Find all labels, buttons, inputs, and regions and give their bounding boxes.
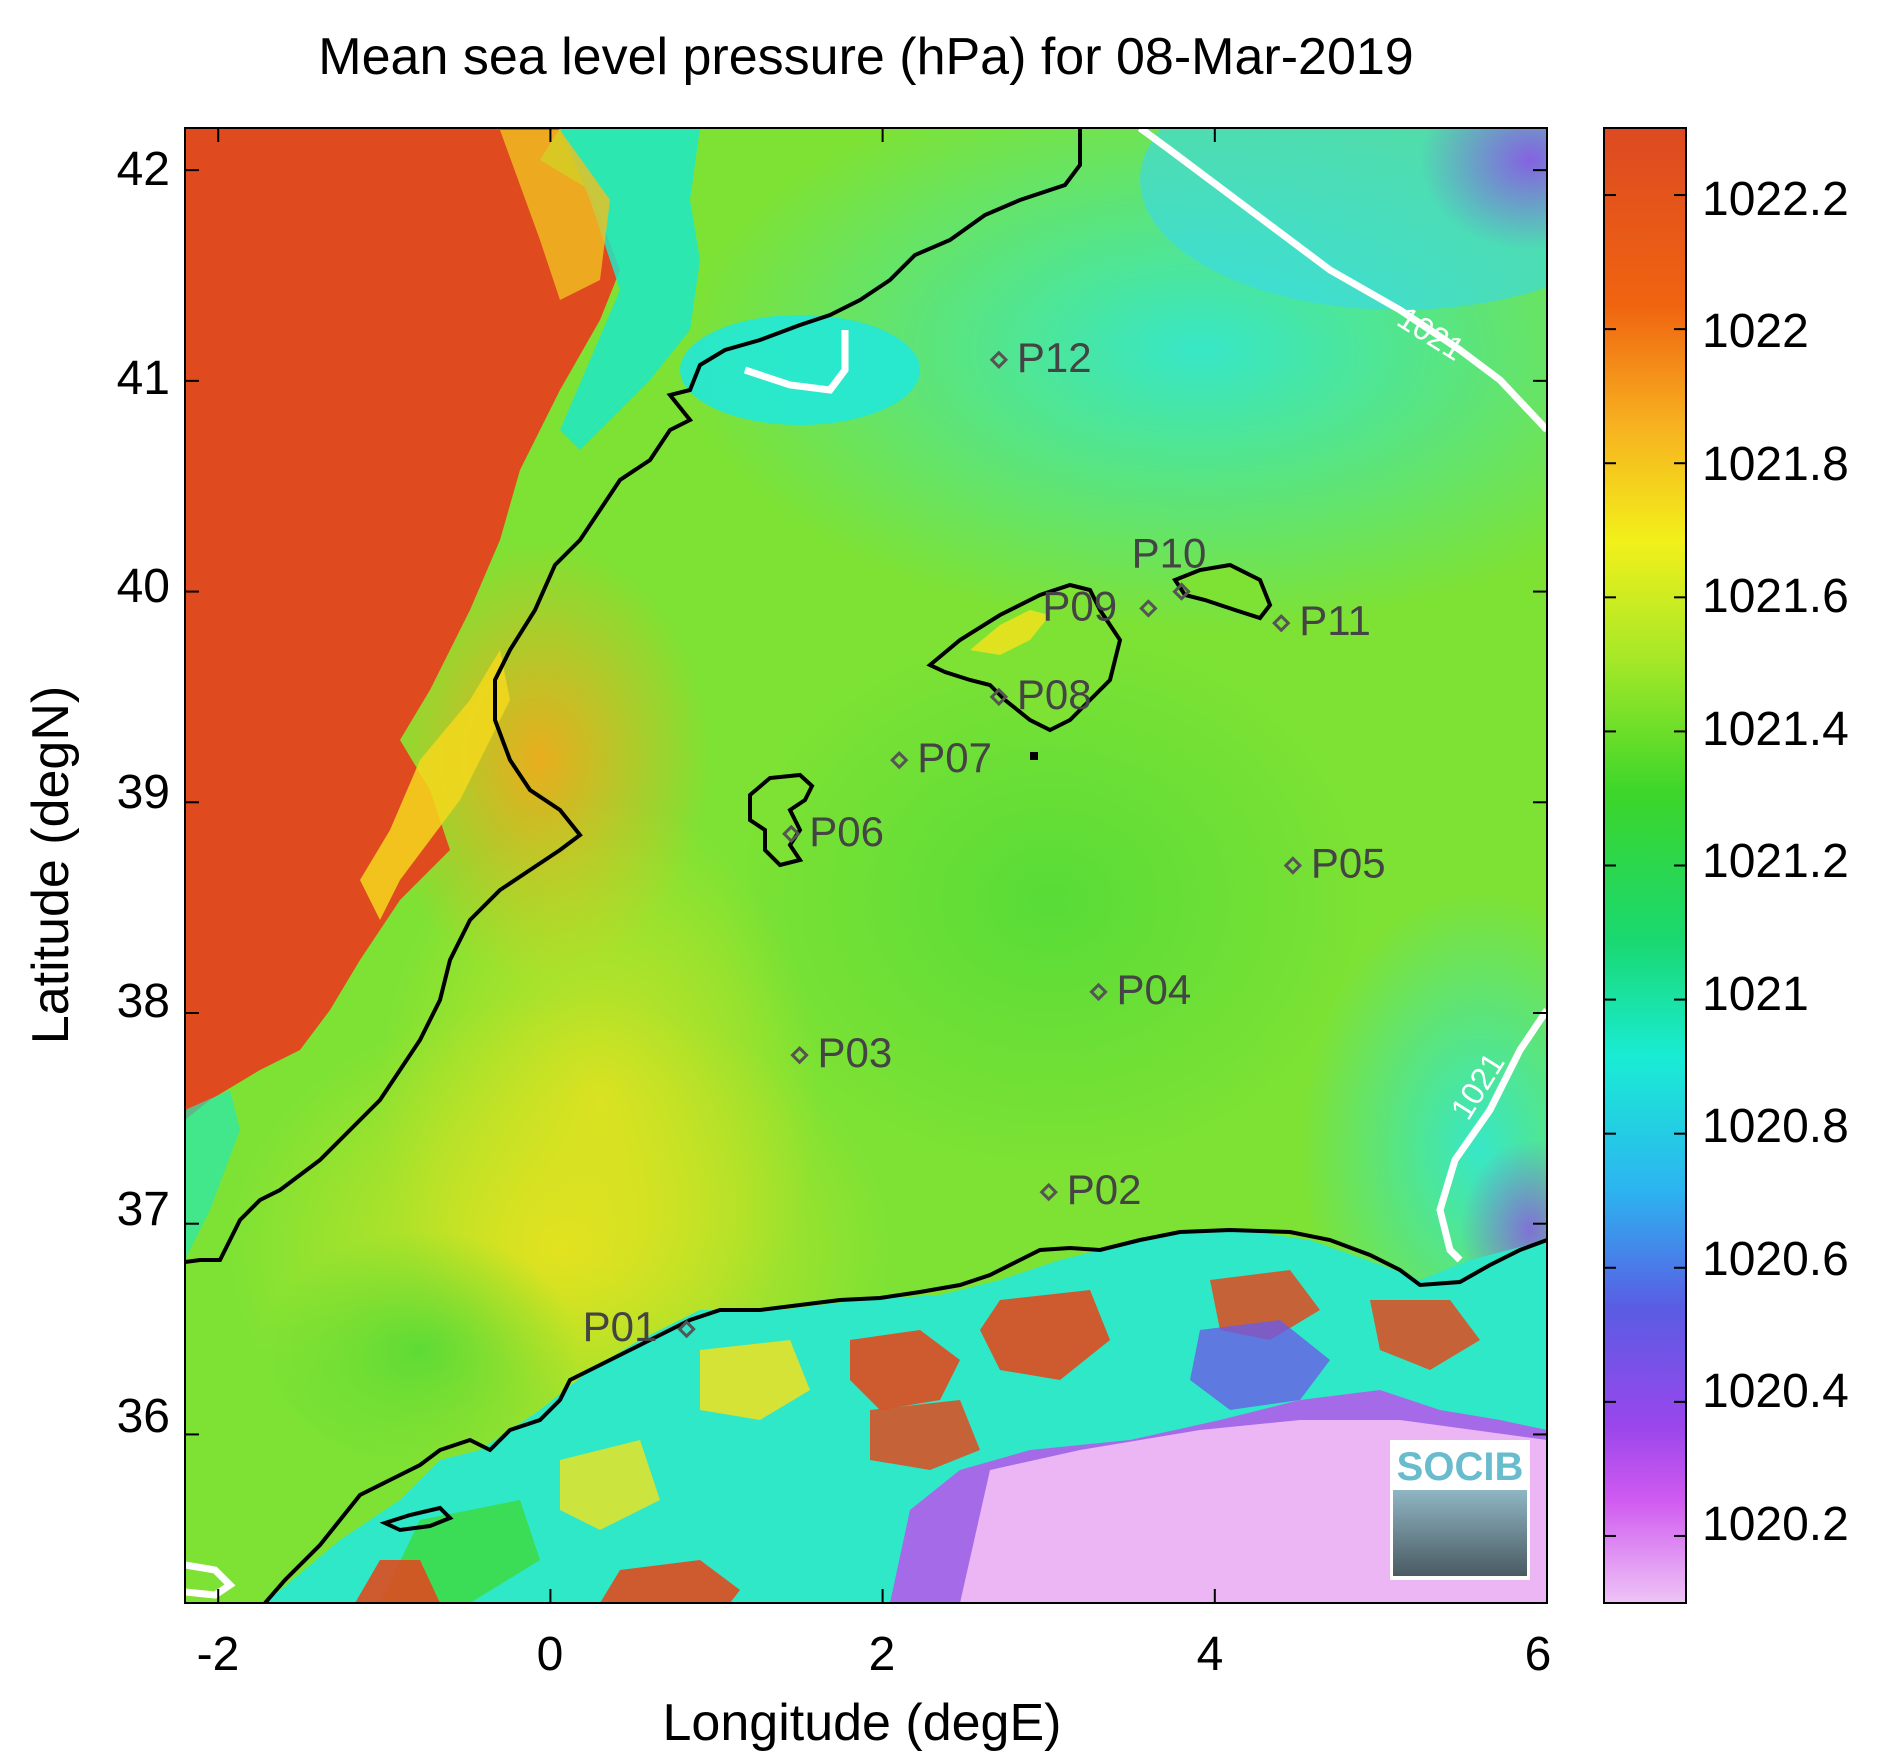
colorbar-tick-label: 1021.4 [1702, 703, 1849, 756]
station-marker-p09 [1139, 599, 1158, 618]
station-marker-p07 [890, 750, 909, 770]
africa-warm-patch [980, 1290, 1110, 1380]
island-cabrera [1030, 752, 1038, 760]
station-marker-p02 [1039, 1182, 1058, 1202]
colorbar-tick-label: 1020.2 [1702, 1498, 1849, 1551]
colorbar-tick-label: 1020.4 [1702, 1365, 1849, 1418]
x-axis-label: Longitude (degE) [663, 1694, 1062, 1752]
africa-warm-patch [1210, 1270, 1320, 1340]
socib-logo-text: SOCIB [1397, 1445, 1524, 1489]
colorbar-gradient [1603, 127, 1687, 1604]
africa-low-pressure [600, 1560, 740, 1603]
pressure-field-blob [720, 620, 1380, 1180]
station-label-p05: P05 [1311, 840, 1386, 887]
y-tick-label: 39 [117, 766, 170, 819]
map-tick-marks [185, 128, 1548, 1603]
colorbar-tick-label: 1021 [1702, 968, 1809, 1021]
socib-logo: SOCIB [1390, 1440, 1530, 1580]
chart-title: Mean sea level pressure (hPa) for 08-Mar… [318, 28, 1413, 86]
contour-line-1021 [185, 1561, 236, 1599]
colorbar-tick-label: 1022 [1702, 305, 1809, 358]
station-label-p04: P04 [1117, 966, 1192, 1013]
station-label-p11: P11 [1299, 597, 1371, 644]
y-tick-label: 38 [117, 975, 170, 1028]
socib-logo-image [1393, 1490, 1527, 1576]
station-marker-p01 [677, 1319, 696, 1339]
map-frame [184, 127, 1548, 1604]
x-tick-label: 2 [869, 1628, 896, 1681]
station-markers: P01 P02 P03 P04 P05 P06 P07 P08 P09 P10 P11 P12 [583, 334, 1386, 1350]
island-menorca [1171, 562, 1273, 621]
station-marker-p11 [1272, 613, 1291, 633]
island-mallorca-warm [970, 610, 1050, 655]
coastline-iberia [185, 128, 1082, 1264]
station-label-p06: P06 [809, 808, 884, 855]
station-marker-p10 [1172, 582, 1191, 601]
x-tick-label: 0 [537, 1628, 564, 1681]
x-tick-label: 4 [1197, 1628, 1224, 1681]
x-tick-label: -2 [197, 1628, 240, 1681]
africa-warm-patch [560, 1440, 660, 1530]
colorbar-tick-marks [1604, 194, 1686, 1537]
africa-low-pressure [355, 1560, 440, 1603]
contour-line-1021 [1436, 1008, 1547, 1263]
africa-warm-patch [700, 1340, 810, 1420]
colorbar-tick-label: 1021.6 [1702, 570, 1849, 623]
station-marker-p03 [790, 1045, 809, 1065]
x-tick-label: 6 [1525, 1628, 1552, 1681]
map-plot-area: SOCIB [185, 128, 1547, 1603]
colorbar-tick-label: 1020.8 [1702, 1100, 1849, 1153]
coastline-africa [263, 1227, 1547, 1603]
station-marker-p08 [989, 687, 1009, 707]
station-marker-p04 [1089, 982, 1108, 1002]
station-label-p02: P02 [1067, 1166, 1142, 1213]
iberia-coastal-band [360, 650, 510, 920]
y-tick-label: 36 [117, 1390, 170, 1443]
station-marker-p06 [782, 824, 801, 844]
station-label-p03: P03 [818, 1029, 893, 1076]
coastline-alboran-island [379, 1505, 454, 1533]
station-label-p09: P09 [1042, 582, 1117, 629]
station-label-p07: P07 [917, 734, 992, 781]
station-label-p08: P08 [1017, 671, 1092, 718]
pressure-field-blob [1420, 128, 1547, 250]
colorbar-tick-label: 1021.8 [1702, 438, 1849, 491]
pressure-field-blob [1140, 128, 1547, 310]
colorbar-tick-label: 1020.6 [1702, 1233, 1849, 1286]
y-tick-label: 42 [117, 143, 170, 196]
colorbar: 1022.2 1022 1021.8 1021.6 1021.4 1021.2 … [1603, 127, 1849, 1604]
station-marker-p05 [1283, 856, 1303, 875]
contour-line-1021 [743, 330, 849, 394]
iberia-coastal-band [185, 1090, 240, 1260]
y-tick-label: 41 [117, 352, 170, 405]
iberia-land [185, 128, 620, 1120]
colorbar-tick-label: 1021.2 [1702, 835, 1849, 888]
y-tick-label: 40 [117, 560, 170, 613]
africa-warm-patch [870, 1400, 980, 1470]
y-axis-label: Latitude (degN) [22, 686, 80, 1044]
africa-warm-patch [850, 1330, 960, 1410]
station-marker-p12 [989, 350, 1009, 369]
pressure-field-blob [680, 315, 920, 425]
pressure-field-blob [260, 1230, 580, 1470]
contour-line-1021 [1137, 128, 1547, 433]
station-label-p01: P01 [583, 1303, 658, 1350]
station-label-p10: P10 [1132, 530, 1207, 577]
station-label-p12: P12 [1017, 334, 1092, 381]
y-tick-label: 37 [117, 1183, 170, 1236]
colorbar-tick-label: 1022.2 [1702, 173, 1849, 226]
africa-warm-patch [1370, 1300, 1480, 1370]
island-mallorca [926, 582, 1123, 733]
iberia-coastal-band [500, 130, 610, 300]
africa-low-pressure [1190, 1320, 1330, 1410]
